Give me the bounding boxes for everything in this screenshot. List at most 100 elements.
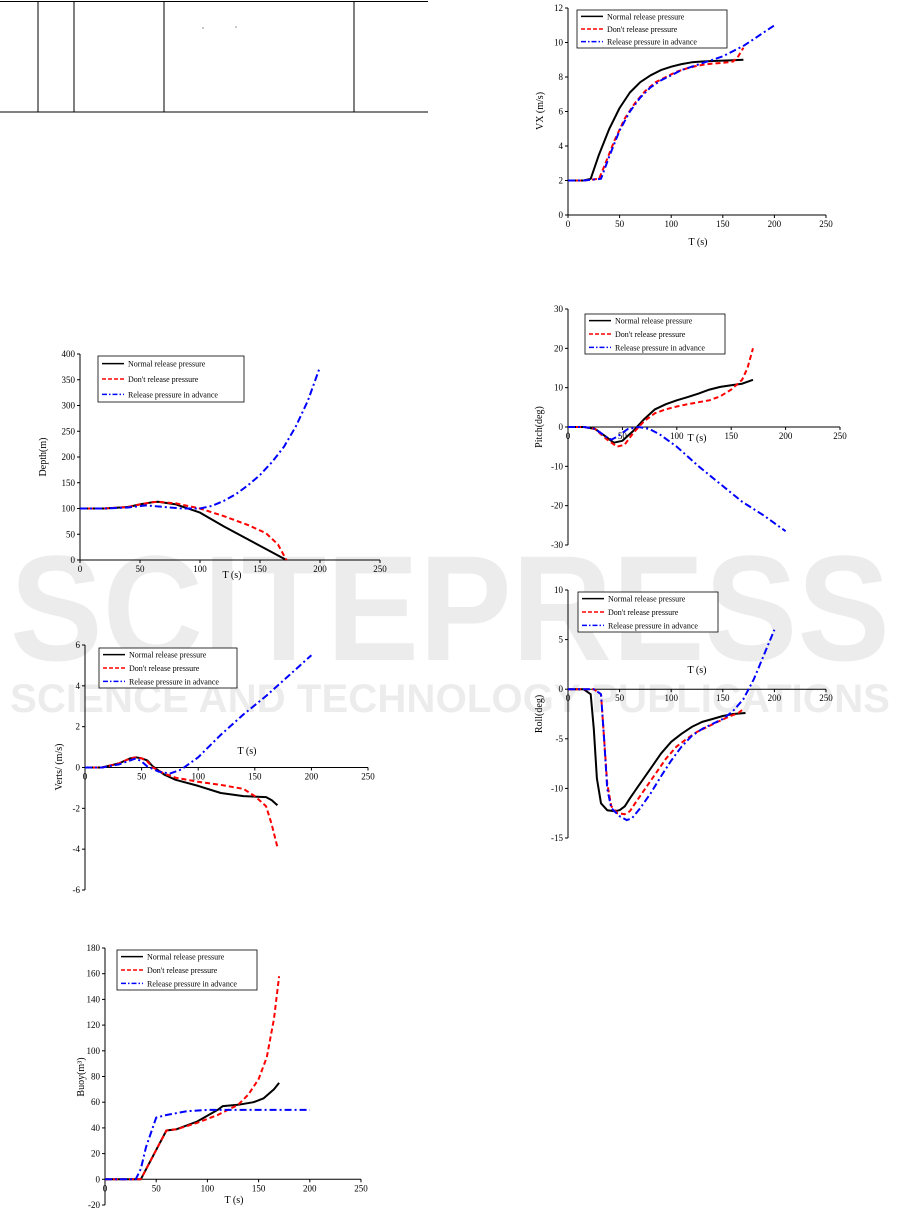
x-tick-label: 0: [103, 1183, 108, 1193]
y-tick-label: -2: [73, 803, 81, 813]
x-tick-label: 50: [615, 693, 625, 703]
series-line-dashdot: [568, 629, 776, 822]
legend-label: Normal release pressure: [128, 360, 206, 369]
y-tick-label: 30: [554, 304, 564, 314]
series-line-solid: [105, 1082, 280, 1181]
y-tick-label: 6: [76, 640, 81, 650]
y-tick-label: 200: [62, 452, 76, 462]
x-tick-label: 50: [137, 772, 147, 782]
y-tick-label: 5: [559, 635, 564, 645]
series-line-dashdot: [85, 654, 313, 775]
chart-vx: 0 2 4 6 8 10 12 0 50 100 150 200 250 T (s) VX (m/s) Nor…: [535, 3, 833, 248]
legend: Normal release pressure Don't release pre…: [97, 355, 245, 403]
x-tick-label: 50: [618, 431, 628, 441]
x-tick-label: 250: [833, 431, 847, 441]
y-axis-label: Depth(m): [38, 438, 49, 477]
y-tick-label: 0: [559, 422, 564, 432]
y-tick-label: 10: [554, 383, 564, 393]
chart-vertical-speed: -6 -4 -2 0 2 4 6 0 50 100 150 200 250 T (s) Verts/ (m/…: [54, 640, 375, 895]
x-tick-label: 0: [566, 219, 571, 229]
x-tick-label: 100: [193, 564, 207, 574]
y-tick-label: 0: [71, 555, 76, 565]
x-tick-label: 50: [615, 219, 625, 229]
series-line-solid: [568, 378, 754, 444]
y-tick-label: 350: [62, 375, 76, 385]
legend-label: Release pressure in advance: [607, 38, 697, 47]
legend: Normal release pressure Don't release pre…: [584, 313, 726, 355]
x-tick-label: 100: [201, 1183, 215, 1193]
series-line-dashdot: [568, 426, 787, 533]
y-tick-label: -6: [73, 885, 81, 895]
legend-label: Don't release pressure: [129, 664, 200, 673]
y-tick-label: 100: [87, 1046, 101, 1056]
x-axis-label: T (s): [223, 570, 242, 581]
y-tick-label: 6: [559, 107, 564, 117]
series-line-dashdot: [80, 366, 321, 510]
legend-label: Don't release pressure: [147, 966, 218, 975]
series-line-dashed: [105, 976, 281, 1181]
x-tick-label: 200: [768, 693, 782, 703]
x-tick-label: 100: [664, 693, 678, 703]
x-tick-label: 150: [724, 431, 738, 441]
x-tick-label: 0: [78, 564, 83, 574]
y-tick-label: 0: [76, 763, 81, 773]
x-tick-label: 0: [566, 431, 571, 441]
y-tick-label: 8: [559, 72, 564, 82]
y-tick-label: 2: [76, 722, 81, 732]
x-tick-label: 150: [253, 564, 267, 574]
y-tick-label: 140: [87, 994, 101, 1004]
legend-label: Normal release pressure: [608, 595, 686, 604]
y-tick-label: 180: [87, 943, 101, 953]
y-tick-label: -15: [551, 833, 563, 843]
y-tick-label: 300: [62, 401, 76, 411]
y-tick-label: 20: [554, 343, 564, 353]
publisher-watermark: SCITEPRESS SCIENCE AND TECHNOLOGY PUBLIC…: [10, 524, 890, 721]
x-axis-label: T (s): [688, 433, 707, 444]
y-tick-label: 10: [554, 585, 564, 595]
series-line-dashdot: [105, 1108, 310, 1181]
table-fragment: [0, 1, 428, 113]
y-tick-label: 10: [554, 38, 564, 48]
x-tick-label: 150: [248, 772, 262, 782]
y-axis-label: VX (m/s): [535, 92, 546, 130]
legend-label: Normal release pressure: [147, 953, 225, 962]
x-tick-label: 100: [670, 431, 684, 441]
legend-label: Release pressure in advance: [615, 343, 705, 352]
series-line-dashed: [568, 348, 754, 448]
legend-label: Don't release pressure: [608, 608, 679, 617]
y-axis-label: Verts/ (m/s): [54, 744, 65, 791]
y-axis-label: Pitch(deg): [534, 406, 545, 448]
x-axis-label: T (s): [225, 1195, 244, 1206]
y-tick-label: 150: [62, 478, 76, 488]
x-tick-label: 150: [716, 693, 730, 703]
y-tick-label: -10: [551, 461, 563, 471]
legend-label: Release pressure in advance: [129, 677, 219, 686]
y-tick-label: 0: [559, 210, 564, 220]
legend-label: Normal release pressure: [129, 651, 207, 660]
y-tick-label: -4: [73, 844, 81, 854]
legend-label: Don't release pressure: [615, 330, 686, 339]
y-tick-label: 4: [76, 681, 81, 691]
y-axis-label: Roll(deg): [534, 695, 545, 733]
x-tick-label: 200: [313, 564, 327, 574]
x-tick-label: 250: [819, 693, 833, 703]
series-line-dashed: [568, 47, 745, 182]
y-tick-label: -10: [551, 783, 563, 793]
y-tick-label: -5: [556, 734, 564, 744]
y-axis-label: Buoy(m³): [76, 1057, 87, 1096]
legend: Normal release pressure Don't release pre…: [98, 647, 238, 689]
x-tick-label: 100: [191, 772, 205, 782]
x-axis-label: T (s): [689, 237, 708, 248]
chart-pitch: -30 -20 -10 0 10 20 30 0 50 100 150 200 250 T (s) Pitc…: [534, 304, 847, 550]
y-tick-label: 0: [96, 1174, 101, 1184]
y-tick-label: 4: [559, 141, 564, 151]
x-tick-label: 250: [354, 1183, 368, 1193]
y-tick-label: 12: [554, 3, 563, 13]
table-dot: [202, 27, 204, 29]
legend: Normal release pressure Don't release pre…: [577, 591, 719, 633]
y-tick-label: 120: [87, 1020, 101, 1030]
x-tick-label: 200: [779, 431, 793, 441]
legend-label: Normal release pressure: [615, 317, 693, 326]
